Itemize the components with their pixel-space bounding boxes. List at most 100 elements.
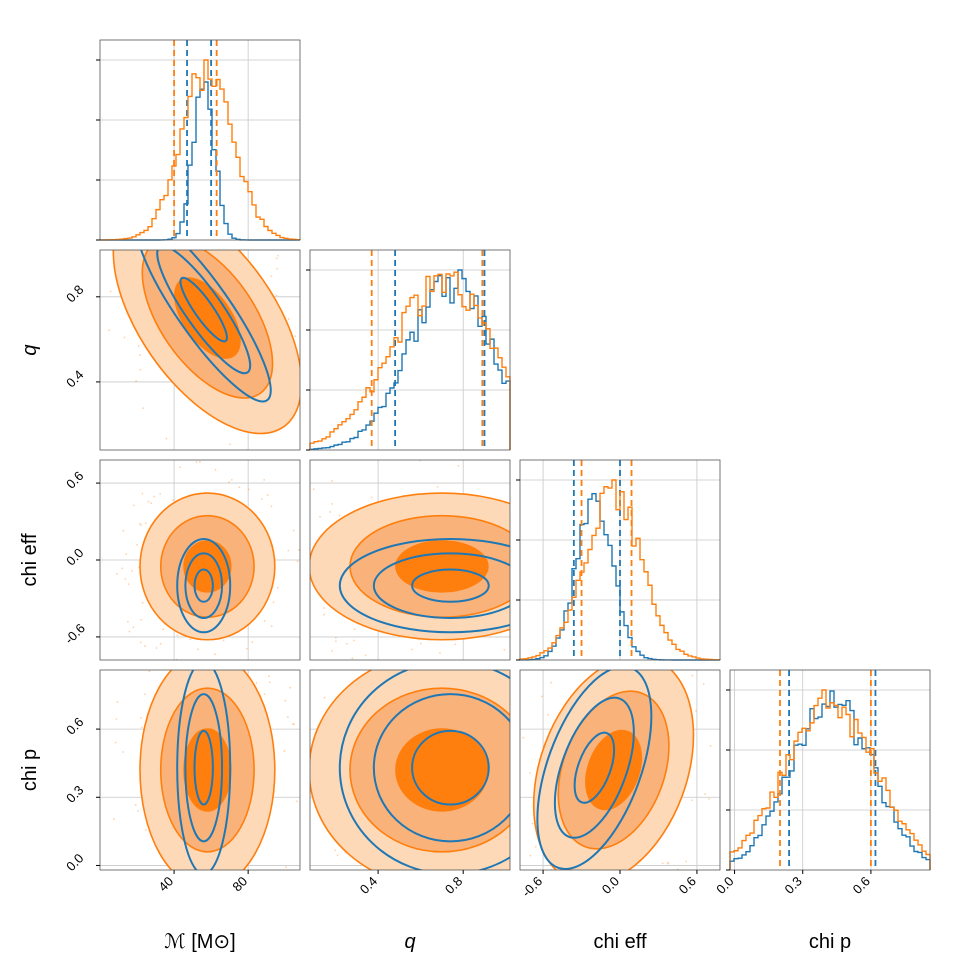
scatter-point <box>331 650 334 652</box>
scatter-point <box>536 665 538 667</box>
scatter-point <box>230 478 233 481</box>
scatter-point <box>140 524 143 527</box>
scatter-point <box>378 931 380 933</box>
scatter-point <box>263 478 266 481</box>
scatter-point <box>558 884 560 886</box>
scatter-point <box>114 741 117 744</box>
scatter-point <box>255 682 258 684</box>
scatter-point <box>315 876 317 878</box>
scatter-point <box>359 665 361 667</box>
scatter-point <box>548 881 550 883</box>
scatter-point <box>275 257 278 260</box>
panel-frame <box>729 669 931 871</box>
scatter-point <box>541 896 543 898</box>
scatter-point <box>115 572 118 575</box>
contour-blue-2 <box>372 693 510 843</box>
panel-frame <box>309 669 511 871</box>
scatter-point <box>131 570 134 572</box>
scatter-point <box>327 870 329 872</box>
x-tick-label: 40 <box>155 874 176 895</box>
histogram-step-series-2 <box>729 689 931 870</box>
scatter-point <box>162 920 164 922</box>
scatter-point <box>268 675 270 678</box>
density-q-chi_p <box>302 665 592 933</box>
scatter-point <box>139 354 141 356</box>
panel-background <box>100 40 300 240</box>
scatter-point <box>384 894 386 896</box>
histogram-step-series-2 <box>99 59 301 241</box>
scatter-point <box>122 529 125 532</box>
scatter-point <box>292 723 294 725</box>
x-tick-label: 0.0 <box>599 874 622 897</box>
contour-blue-3 <box>411 729 490 806</box>
scatter-point <box>268 681 271 684</box>
scatter-point <box>511 476 513 478</box>
scatter-point <box>329 511 331 513</box>
scatter-point <box>323 613 326 616</box>
scatter-point <box>154 872 156 874</box>
scatter-point <box>352 639 355 642</box>
scatter-point <box>162 628 164 631</box>
panel-frame <box>99 249 301 451</box>
histogram-step-series-1 <box>309 269 511 450</box>
contour-blue-1 <box>135 250 272 403</box>
scatter-point <box>323 607 325 609</box>
scatter-point <box>685 860 688 863</box>
histogram-step-series-1 <box>729 690 931 870</box>
scatter-point <box>282 246 284 248</box>
density-mc-q <box>108 246 300 450</box>
scatter-point <box>287 318 290 321</box>
scatter-point <box>296 560 299 563</box>
contour-blue-2 <box>156 250 252 375</box>
scatter-point <box>177 900 179 902</box>
scatter-point <box>179 466 181 469</box>
x-axis-label-q: q <box>404 931 415 953</box>
scatter-point <box>150 502 153 505</box>
histogram-step-series-2 <box>519 479 721 661</box>
x-axis-label-chi_p: chi p <box>809 931 851 953</box>
scatter-point <box>121 567 124 570</box>
scatter-point <box>512 727 514 729</box>
scatter-point <box>159 493 162 495</box>
scatter-point <box>136 544 138 546</box>
scatter-point <box>529 772 531 774</box>
scatter-point <box>671 662 673 664</box>
scatter-point <box>139 368 142 371</box>
scatter-point <box>277 254 279 257</box>
scatter-point <box>323 696 326 699</box>
scatter-point <box>351 657 354 660</box>
scatter-point <box>270 275 273 278</box>
scatter-point <box>691 674 694 677</box>
x-tick-label: 0.8 <box>442 874 465 897</box>
scatter-point <box>109 290 112 293</box>
scatter-point <box>172 499 174 501</box>
scatter-point <box>294 335 297 337</box>
scatter-point <box>194 665 196 667</box>
scatter-point <box>454 643 457 646</box>
scatter-point <box>283 750 286 752</box>
scatter-point <box>270 505 273 508</box>
contour-blue-3 <box>573 731 616 804</box>
scatter-point <box>590 667 592 669</box>
scatter-point <box>284 699 287 702</box>
scatter-point <box>419 642 422 645</box>
scatter-point <box>302 748 304 750</box>
scatter-point <box>331 503 334 505</box>
scatter-point <box>704 793 706 796</box>
scatter-point <box>263 693 266 696</box>
scatter-point <box>437 665 439 667</box>
scatter-point <box>531 822 534 825</box>
contour-orange-3 <box>395 540 489 593</box>
density-mc-chi_eff <box>115 460 300 667</box>
scatter-point <box>709 745 712 747</box>
panel-frame <box>99 39 301 241</box>
scatter-point <box>338 514 341 517</box>
scatter-point <box>650 901 652 903</box>
y-tick-label: 0.0 <box>63 545 86 568</box>
scatter-point <box>144 645 146 647</box>
contour-blue-3 <box>193 729 214 806</box>
scatter-point <box>138 522 141 525</box>
scatter-point <box>364 654 367 657</box>
scatter-point <box>220 918 222 920</box>
scatter-point <box>550 681 552 684</box>
